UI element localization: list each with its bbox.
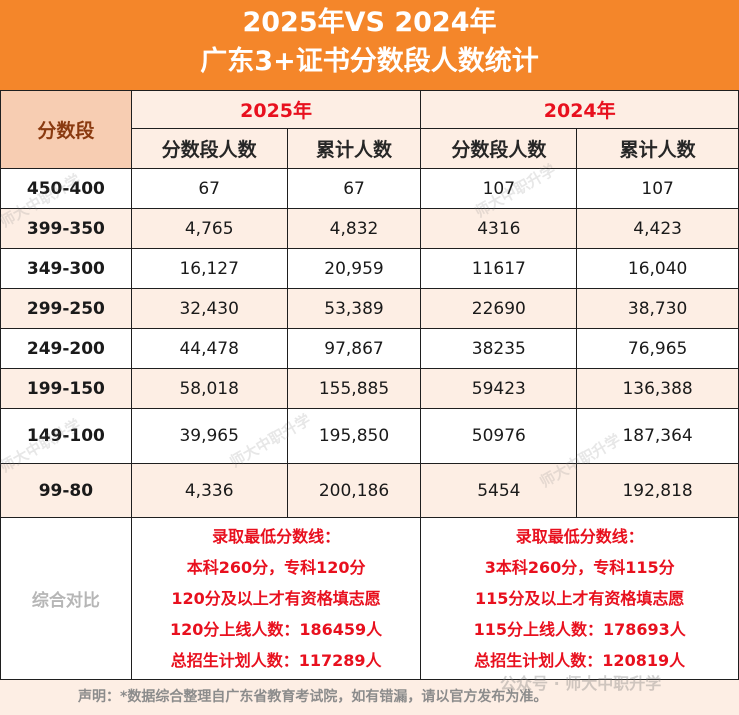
table-row: 149-100 39,965 195,850 50976 187,364 <box>0 408 739 464</box>
score-table: 分数段 2025年 2024年 分数段人数 累计人数 分数段人数 累计人数 45… <box>0 90 739 680</box>
cumulative-2025: 53,389 <box>286 288 422 329</box>
count-2024: 22690 <box>420 288 578 329</box>
cumulative-2025: 155,885 <box>286 368 422 409</box>
year-2024-header: 2024年 <box>420 90 739 129</box>
cumulative-2024: 107 <box>576 168 739 209</box>
note-line: 本科260分，专科120分 <box>186 558 366 577</box>
count-2024: 38235 <box>420 328 578 369</box>
count-2024: 5454 <box>420 463 578 518</box>
table-row: 99-80 4,336 200,186 5454 192,818 <box>0 463 739 518</box>
table-row: 249-200 44,478 97,867 38235 76,965 <box>0 328 739 369</box>
comparison-row: 综合对比 录取最低分数线： 本科260分，专科120分 120分及以上才有资格填… <box>0 517 739 680</box>
cumulative-2024: 187,364 <box>576 408 739 464</box>
note-line: 120分及以上才有资格填志愿 <box>171 589 381 608</box>
score-column-header: 分数段 <box>0 90 132 169</box>
cumulative-2024: 38,730 <box>576 288 739 329</box>
count-2024: 50976 <box>420 408 578 464</box>
title-line-2: 广东3+证书分数段人数统计 <box>200 46 539 77</box>
score-range: 199-150 <box>0 368 132 409</box>
year-2025-header: 2025年 <box>130 90 422 129</box>
count-2024-header: 分数段人数 <box>420 128 578 169</box>
title-line-1: 2025年VS 2024年 <box>242 7 497 38</box>
note-line: 115分上线人数：178693人 <box>473 620 686 639</box>
count-2024: 4316 <box>420 208 578 249</box>
cumulative-2024: 76,965 <box>576 328 739 369</box>
count-2025: 4,765 <box>130 208 288 249</box>
table-row: 450-400 67 67 107 107 <box>0 168 739 209</box>
table-row: 399-350 4,765 4,832 4316 4,423 <box>0 208 739 249</box>
table-row: 349-300 16,127 20,959 11617 16,040 <box>0 248 739 289</box>
disclaimer-footer: 声明：*数据综合整理自广东省教育考试院，如有错漏，请以官方发布为准。 <box>0 680 739 715</box>
cumulative-2025-header: 累计人数 <box>286 128 422 169</box>
notes-2025: 录取最低分数线： 本科260分，专科120分 120分及以上才有资格填志愿 12… <box>130 517 422 680</box>
note-line: 3本科260分，专科115分 <box>484 558 675 577</box>
score-range: 450-400 <box>0 168 132 209</box>
count-2024: 107 <box>420 168 578 209</box>
count-2025-header: 分数段人数 <box>130 128 288 169</box>
cumulative-2025: 4,832 <box>286 208 422 249</box>
cumulative-2025: 67 <box>286 168 422 209</box>
count-2025: 58,018 <box>130 368 288 409</box>
count-2025: 4,336 <box>130 463 288 518</box>
note-line: 总招生计划人数：120819人 <box>474 651 686 670</box>
table-row: 299-250 32,430 53,389 22690 38,730 <box>0 288 739 329</box>
note-line: 总招生计划人数：117289人 <box>170 651 382 670</box>
disclaimer-text: 声明：*数据综合整理自广东省教育考试院，如有错漏，请以官方发布为准。 <box>78 689 548 705</box>
count-2024: 59423 <box>420 368 578 409</box>
score-range: 349-300 <box>0 248 132 289</box>
cumulative-2024: 4,423 <box>576 208 739 249</box>
cumulative-2025: 200,186 <box>286 463 422 518</box>
score-range: 299-250 <box>0 288 132 329</box>
cumulative-2024: 192,818 <box>576 463 739 518</box>
comparison-label: 综合对比 <box>0 517 132 680</box>
title-banner: 2025年VS 2024年 广东3+证书分数段人数统计 <box>0 0 739 90</box>
note-line: 120分上线人数：186459人 <box>169 620 383 639</box>
score-range: 399-350 <box>0 208 132 249</box>
cumulative-2025: 195,850 <box>286 408 422 464</box>
count-2024: 11617 <box>420 248 578 289</box>
table-row: 199-150 58,018 155,885 59423 136,388 <box>0 368 739 409</box>
score-range: 149-100 <box>0 408 132 464</box>
count-2025: 39,965 <box>130 408 288 464</box>
count-2025: 16,127 <box>130 248 288 289</box>
cumulative-2024: 16,040 <box>576 248 739 289</box>
cumulative-2024-header: 累计人数 <box>576 128 739 169</box>
score-range: 249-200 <box>0 328 132 369</box>
cumulative-2024: 136,388 <box>576 368 739 409</box>
score-range: 99-80 <box>0 463 132 518</box>
count-2025: 32,430 <box>130 288 288 329</box>
notes-2024: 录取最低分数线： 3本科260分，专科115分 115分及以上才有资格填志愿 1… <box>420 517 739 680</box>
count-2025: 67 <box>130 168 288 209</box>
note-line: 115分及以上才有资格填志愿 <box>475 589 685 608</box>
cumulative-2025: 20,959 <box>286 248 422 289</box>
note-line: 录取最低分数线： <box>212 527 341 546</box>
note-line: 录取最低分数线： <box>515 527 644 546</box>
cumulative-2025: 97,867 <box>286 328 422 369</box>
count-2025: 44,478 <box>130 328 288 369</box>
